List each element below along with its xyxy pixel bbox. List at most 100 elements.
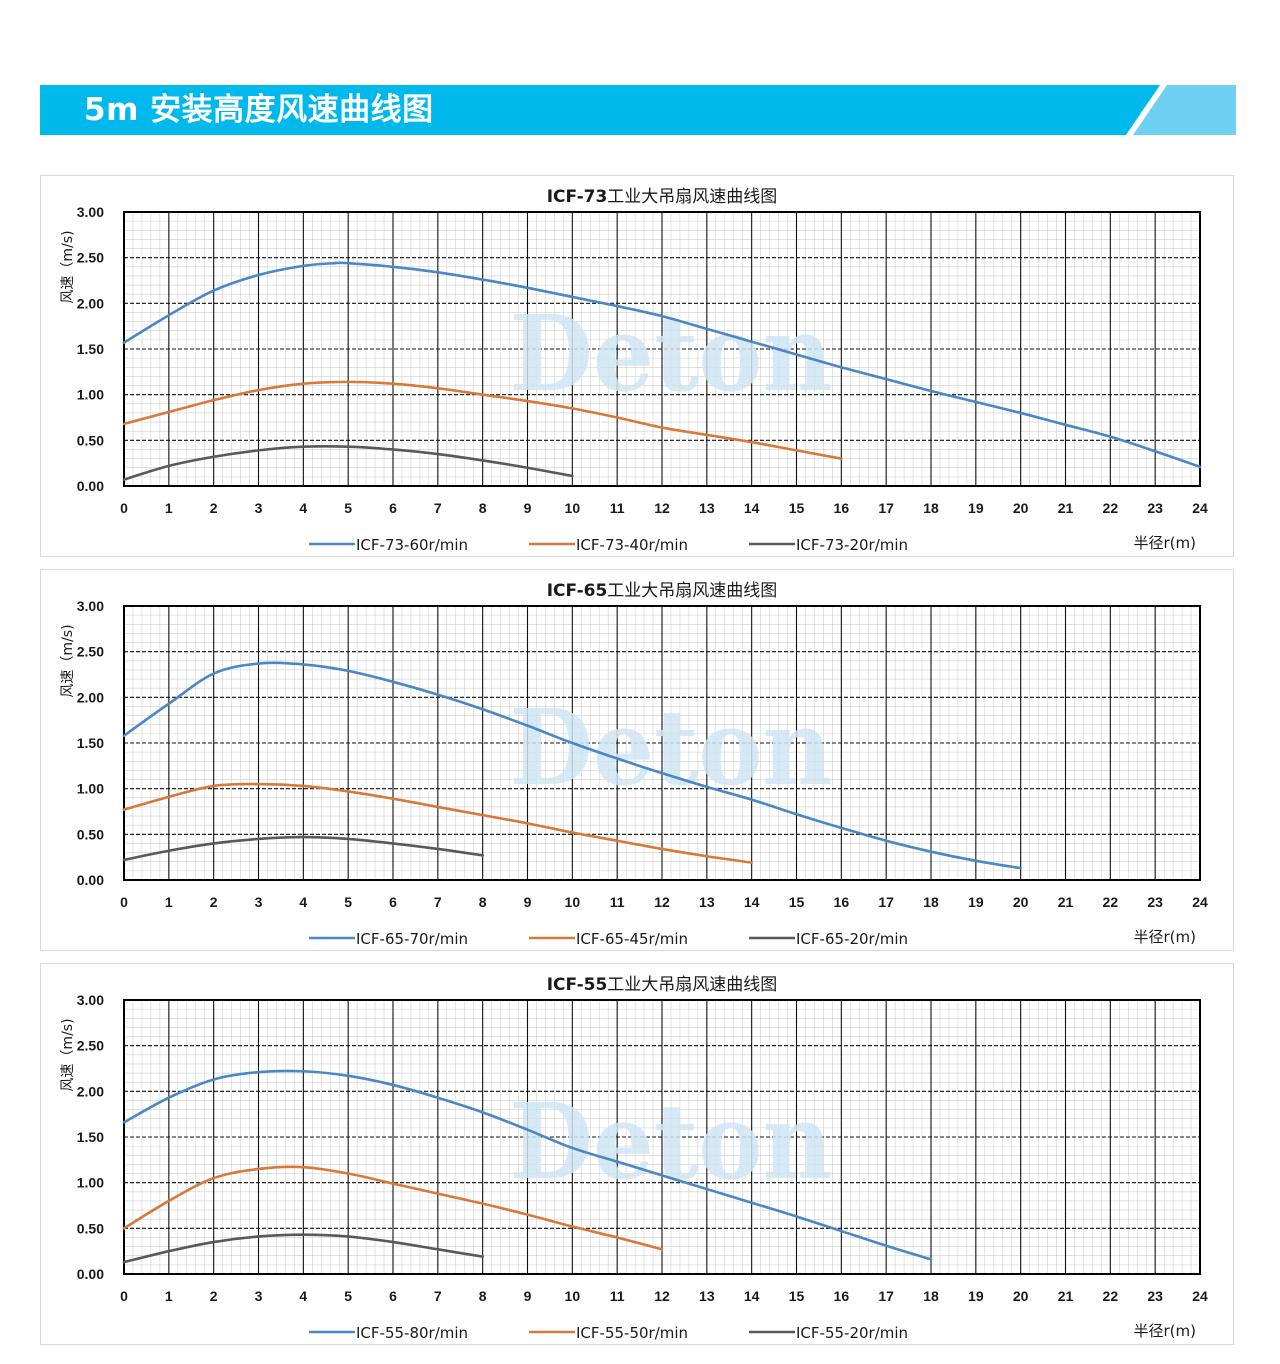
x-axis-label: 半径r(m) bbox=[1134, 928, 1196, 946]
series-line-1 bbox=[122, 261, 1202, 469]
chart-title-suffix: 工业大吊扇风速曲线图 bbox=[607, 975, 777, 995]
x-tick-label: 23 bbox=[1147, 500, 1163, 516]
x-tick-label: 4 bbox=[299, 500, 307, 516]
x-tick-label: 18 bbox=[923, 894, 939, 910]
x-tick-label: 11 bbox=[610, 894, 625, 910]
y-tick-label: 1.50 bbox=[77, 341, 104, 357]
plot-frame bbox=[123, 605, 1201, 881]
x-tick-label: 0 bbox=[120, 500, 128, 516]
x-tick-label: 24 bbox=[1192, 1288, 1208, 1304]
series-line-3 bbox=[122, 835, 484, 862]
x-tick-label: 24 bbox=[1192, 500, 1208, 516]
x-tick-label: 12 bbox=[654, 894, 670, 910]
chart-title-model: ICF-73 bbox=[547, 187, 608, 207]
x-tick-label: 10 bbox=[565, 1288, 581, 1304]
chart-panel-icf-55: Deton 0.00 0.50 1.00 1.50 2.00 2.50 3.00 0 1 2 3 4 5 6… bbox=[40, 963, 1234, 1345]
chart-title-suffix: 工业大吊扇风速曲线图 bbox=[607, 187, 777, 207]
x-tick-label: 20 bbox=[1013, 500, 1029, 516]
y-tick-label: 2.50 bbox=[77, 644, 104, 660]
x-tick-label: 18 bbox=[923, 500, 939, 516]
x-tick-label: 19 bbox=[968, 500, 984, 516]
x-tick-label: 15 bbox=[789, 894, 805, 910]
x-axis-label: 半径r(m) bbox=[1134, 1322, 1196, 1340]
x-tick-label: 19 bbox=[968, 894, 984, 910]
x-tick-label: 22 bbox=[1103, 894, 1119, 910]
x-tick-label: 24 bbox=[1192, 894, 1208, 910]
x-tick-label: 6 bbox=[389, 894, 397, 910]
watermark-logo: Deton bbox=[510, 1080, 833, 1203]
y-tick-label: 2.00 bbox=[77, 689, 104, 705]
chart-panel-icf-65: Deton 0.00 0.50 1.00 1.50 2.00 2.50 3.00 0 1 2 3 4 5 6… bbox=[40, 569, 1234, 951]
series-line-1 bbox=[122, 661, 1022, 870]
major-grid bbox=[124, 606, 1200, 880]
x-tick-label: 9 bbox=[524, 500, 532, 516]
x-tick-label: 17 bbox=[878, 1288, 894, 1304]
chart-title-suffix: 工业大吊扇风速曲线图 bbox=[607, 581, 777, 601]
x-tick-label: 7 bbox=[434, 894, 442, 910]
y-tick-label: 3.00 bbox=[77, 992, 104, 1008]
y-tick-label: 1.50 bbox=[77, 1129, 104, 1145]
x-tick-label: 1 bbox=[165, 500, 173, 516]
legend-item-3: ICF-73-20r/min bbox=[749, 536, 908, 554]
x-tick-label: 10 bbox=[565, 500, 581, 516]
x-tick-label: 4 bbox=[299, 894, 307, 910]
x-tick-label: 10 bbox=[565, 894, 581, 910]
x-tick-label: 19 bbox=[968, 1288, 984, 1304]
series-line-2 bbox=[122, 782, 753, 864]
x-tick-label: 8 bbox=[479, 894, 487, 910]
y-tick-label: 0.00 bbox=[77, 478, 104, 494]
legend-item-1: ICF-73-60r/min bbox=[309, 536, 468, 554]
legend-label: ICF-65-45r/min bbox=[576, 930, 688, 948]
x-tick-label: 9 bbox=[524, 1288, 532, 1304]
y-tick-label: 0.50 bbox=[77, 1220, 104, 1236]
x-tick-label: 14 bbox=[744, 894, 760, 910]
y-tick-label: 0.00 bbox=[77, 1266, 104, 1282]
legend-item-3: ICF-55-20r/min bbox=[749, 1324, 908, 1342]
x-tick-label: 20 bbox=[1013, 1288, 1029, 1304]
section-banner: 5m 安装高度风速曲线图 bbox=[40, 85, 1236, 135]
x-tick-label: 13 bbox=[699, 1288, 715, 1304]
x-tick-label: 23 bbox=[1147, 1288, 1163, 1304]
legend-label: ICF-55-20r/min bbox=[796, 1324, 908, 1342]
x-tick-label: 2 bbox=[210, 500, 218, 516]
x-tick-label: 8 bbox=[479, 1288, 487, 1304]
y-tick-label: 2.00 bbox=[77, 295, 104, 311]
y-tick-label: 3.00 bbox=[77, 204, 104, 220]
y-axis-label: 风速（m/s) bbox=[60, 624, 76, 697]
x-tick-label: 11 bbox=[610, 500, 625, 516]
x-tick-label: 22 bbox=[1103, 500, 1119, 516]
x-tick-label: 0 bbox=[120, 894, 128, 910]
x-tick-label: 13 bbox=[699, 894, 715, 910]
x-tick-label: 20 bbox=[1013, 894, 1029, 910]
chart-panel-icf-73: Deton 0.00 0.50 1.00 1.50 2.00 2.50 3.00 0 1 2 3 4 5 6… bbox=[40, 175, 1234, 557]
plot-frame bbox=[123, 211, 1201, 487]
series-line-3 bbox=[122, 445, 574, 481]
y-tick-label: 0.00 bbox=[77, 872, 104, 888]
legend-item-3: ICF-65-20r/min bbox=[749, 930, 908, 948]
y-tick-label: 1.00 bbox=[77, 781, 104, 797]
x-tick-label: 12 bbox=[654, 1288, 670, 1304]
x-axis-label: 半径r(m) bbox=[1134, 534, 1196, 552]
x-tick-label: 22 bbox=[1103, 1288, 1119, 1304]
legend-label: ICF-65-20r/min bbox=[796, 930, 908, 948]
y-tick-label: 1.00 bbox=[77, 1175, 104, 1191]
x-tick-label: 16 bbox=[834, 894, 850, 910]
y-axis-label: 风速（m/s) bbox=[60, 1018, 76, 1091]
chart-title: ICF-55工业大吊扇风速曲线图 bbox=[547, 975, 778, 995]
legend-item-2: ICF-55-50r/min bbox=[529, 1324, 688, 1342]
legend-label: ICF-55-50r/min bbox=[576, 1324, 688, 1342]
y-tick-label: 2.00 bbox=[77, 1083, 104, 1099]
legend-item-1: ICF-65-70r/min bbox=[309, 930, 468, 948]
x-tick-label: 15 bbox=[789, 500, 805, 516]
legend-label: ICF-73-20r/min bbox=[796, 536, 908, 554]
legend-item-2: ICF-73-40r/min bbox=[529, 536, 688, 554]
y-tick-label: 0.50 bbox=[77, 432, 104, 448]
x-tick-label: 3 bbox=[255, 894, 263, 910]
x-tick-label: 1 bbox=[165, 894, 173, 910]
x-tick-label: 9 bbox=[524, 894, 532, 910]
x-tick-label: 2 bbox=[210, 1288, 218, 1304]
chart-title: ICF-73工业大吊扇风速曲线图 bbox=[547, 187, 778, 207]
y-tick-label: 1.00 bbox=[77, 387, 104, 403]
x-tick-label: 16 bbox=[834, 1288, 850, 1304]
chart-title-model: ICF-55 bbox=[547, 975, 608, 995]
